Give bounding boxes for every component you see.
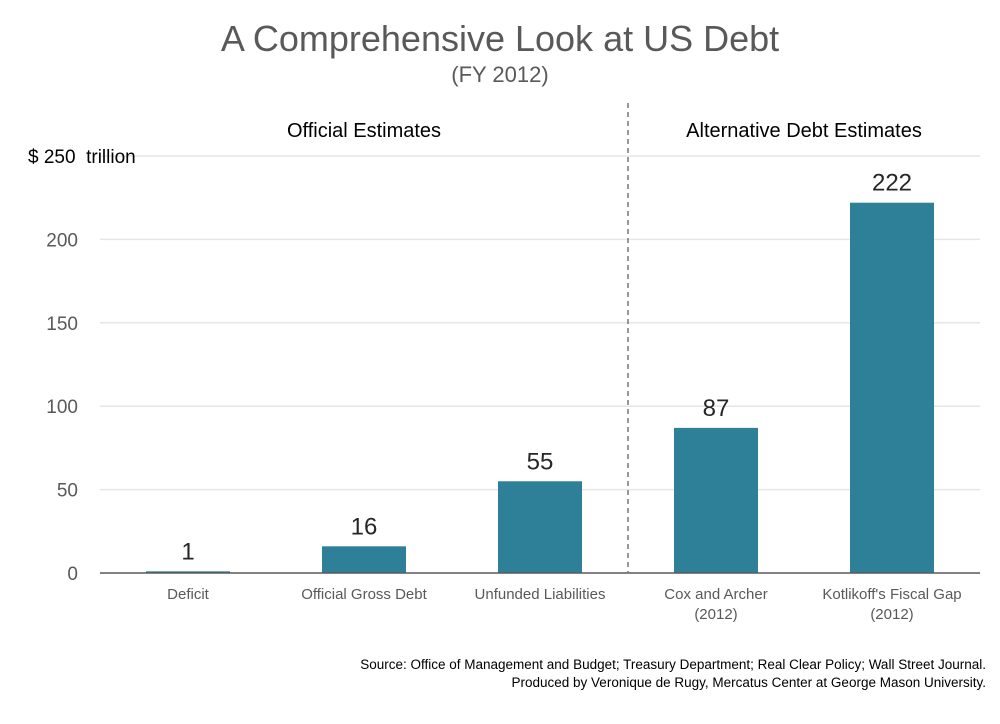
y-tick-label: 50 xyxy=(57,481,78,502)
x-tick-label: Cox and Archer xyxy=(664,586,767,603)
group-label: Official Estimates xyxy=(287,120,441,142)
bar xyxy=(146,571,230,573)
bar xyxy=(322,546,406,573)
bar xyxy=(498,481,582,573)
x-tick-label: (2012) xyxy=(870,606,913,623)
data-label: 222 xyxy=(872,170,912,197)
x-tick-label: (2012) xyxy=(694,606,737,623)
source-note: Source: Office of Management and Budget;… xyxy=(360,656,986,692)
y-tick-label: 100 xyxy=(46,397,78,418)
y-tick-label: 150 xyxy=(46,314,78,335)
chart-subtitle: (FY 2012) xyxy=(451,62,549,87)
data-label: 1 xyxy=(181,538,194,565)
bar xyxy=(674,427,758,573)
data-label: 16 xyxy=(351,513,378,540)
x-tick-label: Kotlikoff's Fiscal Gap xyxy=(822,586,961,603)
source-line: Source: Office of Management and Budget;… xyxy=(360,657,986,672)
bar xyxy=(850,202,934,574)
chart-title: A Comprehensive Look at US Debt xyxy=(220,18,780,59)
y-tick-label: 200 xyxy=(46,230,78,251)
x-tick-label: Deficit xyxy=(167,586,210,603)
data-label: 55 xyxy=(527,448,554,475)
x-tick-label: Unfunded Liabilities xyxy=(475,586,606,603)
group-label: Alternative Debt Estimates xyxy=(686,120,922,142)
y-tick-label: 0 xyxy=(67,564,78,585)
credit-line: Produced by Veronique de Rugy, Mercatus … xyxy=(511,675,987,690)
x-tick-label: Official Gross Debt xyxy=(301,586,427,603)
data-label: 87 xyxy=(703,395,730,422)
y-axis-top-label: $ 250 trillion xyxy=(28,147,136,168)
